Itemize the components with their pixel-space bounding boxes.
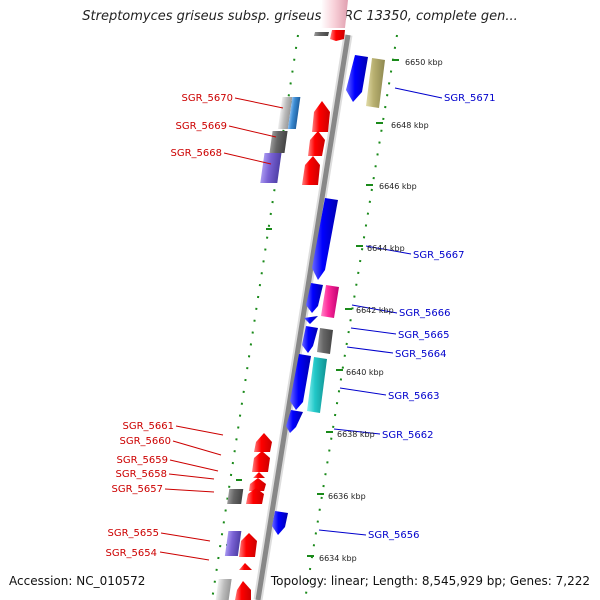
- gene-label-sgr-5666: SGR_5666: [399, 308, 451, 319]
- gene-label-sgr-5661: SGR_5661: [123, 421, 175, 432]
- gene-sgr-5658: [249, 478, 266, 491]
- gene-red-c: [302, 156, 320, 185]
- gene-bottom-red: [235, 581, 251, 600]
- gene-top-gray: [314, 32, 329, 36]
- scale-label: 6650 kbp: [405, 58, 443, 67]
- scale-label: 6638 kbp: [337, 430, 375, 439]
- gene-label-sgr-5669: SGR_5669: [176, 121, 228, 132]
- gene-sgr-5663: [307, 357, 327, 413]
- gene-label-sgr-5663: SGR_5663: [388, 391, 440, 402]
- gene-sgr-5665-blue: [302, 326, 318, 353]
- gene-label-sgr-5662: SGR_5662: [382, 430, 434, 441]
- gene-label-sgr-5670: SGR_5670: [182, 93, 234, 104]
- gene-sgr-5662: [286, 410, 303, 433]
- gene-red-b: [308, 131, 325, 156]
- gene-label-sgr-5660: SGR_5660: [120, 436, 172, 447]
- topology-text: Topology: linear; Length: 8,545,929 bp; …: [270, 574, 590, 588]
- gene-sgr-5669: [269, 131, 288, 153]
- gene-red-a: [312, 101, 330, 132]
- gene-label-sgr-5657: SGR_5657: [112, 484, 164, 495]
- scale-label: 6642 kbp: [356, 306, 394, 315]
- gene-label-sgr-5654: SGR_5654: [106, 548, 158, 559]
- gene-sgr-5654: [239, 563, 252, 570]
- gene-sgr-5655-purple: [224, 531, 242, 556]
- gene-sgr-5671-blue: [346, 55, 368, 102]
- right-gene-labels[interactable]: SGR_5671 SGR_5667 SGR_5666 SGR_5665 SGR_…: [368, 93, 496, 541]
- gene-sgr-5671: [366, 58, 385, 108]
- scale-label: 6640 kbp: [346, 368, 384, 377]
- left-gene-labels[interactable]: SGR_5670 SGR_5669 SGR_5668 SGR_5661 SGR_…: [106, 93, 234, 559]
- gene-sgr-5668: [260, 153, 282, 183]
- genome-backbone-core: [255, 34, 351, 600]
- gene-bottom-light: [215, 579, 232, 600]
- accession-text: Accession: NC_010572: [9, 574, 146, 588]
- gene-sgr-5657-gray: [227, 489, 244, 504]
- gene-label-sgr-5655: SGR_5655: [108, 528, 160, 539]
- gene-top-red: [330, 30, 345, 41]
- gene-label-sgr-5668: SGR_5668: [171, 148, 223, 159]
- reverse-strand-genes[interactable]: [272, 55, 385, 535]
- scale-labels: 6650 kbp 6648 kbp 6646 kbp 6644 kbp 6642…: [319, 58, 443, 563]
- gene-blue-a: [306, 283, 323, 313]
- scale-label: 6634 kbp: [319, 554, 357, 563]
- gene-label-sgr-5664: SGR_5664: [395, 349, 447, 360]
- gene-sgr-5659: [253, 472, 265, 478]
- scale-label: 6644 kbp: [367, 244, 405, 253]
- right-leader-lines: [318, 87, 443, 536]
- gene-sgr-5666: [321, 285, 339, 318]
- gene-sgr-5670: [287, 97, 301, 129]
- gene-sgr-5663-blue: [290, 354, 311, 410]
- gene-sgr-5664: [317, 328, 333, 354]
- gene-label-sgr-5658: SGR_5658: [116, 469, 168, 480]
- gene-sgr-5657: [246, 488, 264, 504]
- gene-sgr-5667: [312, 198, 338, 280]
- gene-label-sgr-5656: SGR_5656: [368, 530, 420, 541]
- gene-label-sgr-5667: SGR_5667: [413, 250, 465, 261]
- genome-title: Streptomyces griseus subsp. griseus NBRC…: [82, 9, 518, 24]
- gene-sgr-5655: [239, 533, 257, 557]
- forward-strand-genes[interactable]: [215, 0, 348, 600]
- gene-sgr-5660: [252, 451, 270, 472]
- left-leader-lines: [159, 97, 284, 561]
- gene-sgr-5661: [254, 433, 272, 452]
- scale-label: 6636 kbp: [328, 492, 366, 501]
- gene-label-sgr-5659: SGR_5659: [117, 455, 169, 466]
- gene-label-sgr-5665: SGR_5665: [398, 330, 450, 341]
- scale-label: 6646 kbp: [379, 182, 417, 191]
- gene-top-pink: [321, 0, 348, 28]
- scale-label: 6648 kbp: [391, 121, 429, 130]
- gene-sgr-5665: [304, 316, 318, 324]
- gene-sgr-5670-light: [277, 97, 293, 129]
- gene-label-sgr-5671: SGR_5671: [444, 93, 496, 104]
- gene-sgr-5656: [272, 511, 288, 535]
